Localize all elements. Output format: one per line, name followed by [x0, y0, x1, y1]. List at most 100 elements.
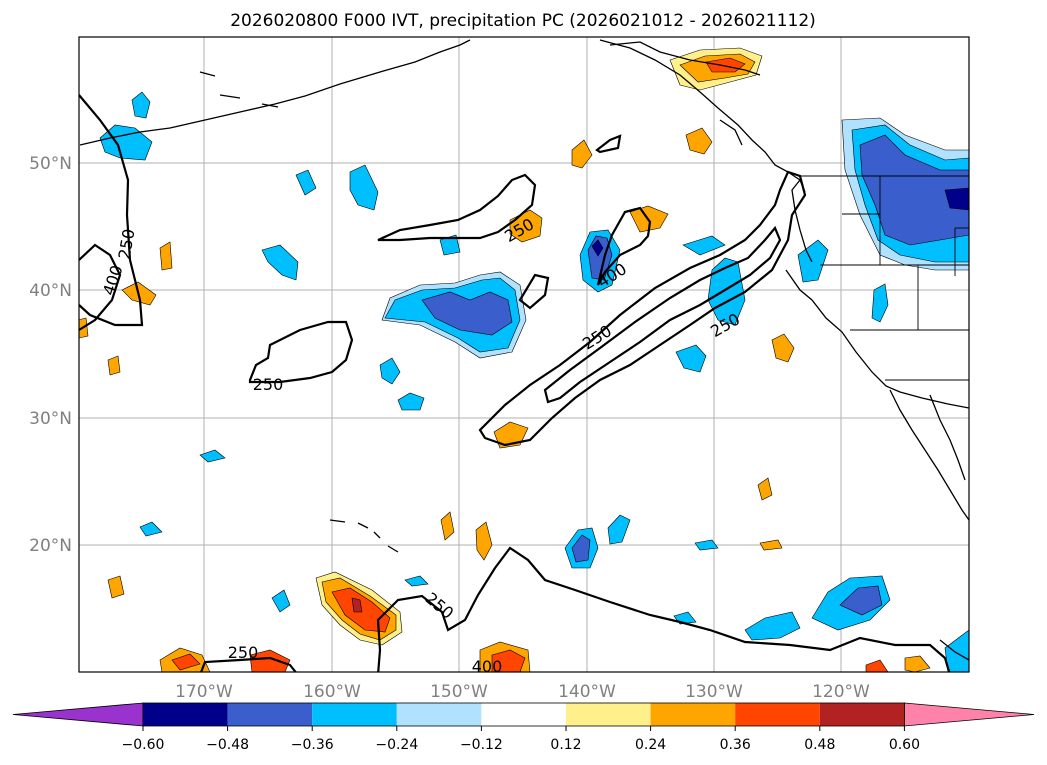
- precip-pos-3: [571, 139, 593, 169]
- precip-blob-south-7: [404, 575, 429, 587]
- coastline-haida: [719, 119, 743, 146]
- precip-pos-9: [475, 521, 493, 561]
- coastline-islands-west: [199, 71, 279, 108]
- lon-label-130w: 130°W: [685, 682, 743, 702]
- precip-pos-11: [757, 477, 773, 501]
- ivt-contour-south-left: [199, 656, 298, 672]
- precip-blob-west-10: [199, 449, 226, 463]
- contour-label: 250: [228, 643, 259, 662]
- colorbar-tick-label: 0.48: [804, 737, 835, 753]
- colorbar-frame: [142, 702, 905, 727]
- lon-label-140w: 140°W: [558, 682, 616, 702]
- precip-blob-west-3: [261, 244, 299, 281]
- ivt-contour-ar-400: [543, 225, 782, 404]
- precip-blob-coast-1: [707, 257, 746, 326]
- coastline-mexico: [929, 394, 966, 481]
- precip-pos-13: [159, 241, 173, 271]
- precip-blob-coast-4: [675, 344, 707, 373]
- precip-blob-south-4: [744, 611, 801, 641]
- coastline-bc-washington: [791, 179, 813, 263]
- precip-blob-west-8: [397, 392, 425, 411]
- lon-label-170w: 170°W: [175, 682, 233, 702]
- colorbar-tick-label: 0.24: [635, 737, 666, 753]
- map-frame: [78, 36, 970, 673]
- colorbar-segment: [735, 703, 820, 726]
- lon-label-120w: 120°W: [812, 682, 870, 702]
- colorbar-segment: [396, 703, 482, 726]
- precip-blob-ne-dark: [859, 134, 969, 246]
- precip-blob-south-6: [271, 589, 291, 613]
- ivt-contour-west-250: [79, 94, 144, 327]
- precip-blob-ne-navy: [944, 187, 969, 211]
- colorbar-segment: [312, 703, 397, 726]
- precip-blob-south-2: [607, 514, 631, 545]
- precip-blob-140w-navy: [591, 239, 604, 257]
- colorbar-segment: [481, 703, 566, 726]
- coastline-baja: [889, 389, 969, 521]
- colorbar-tick-label: −0.24: [375, 737, 418, 753]
- ivt-contour-small-box: [518, 273, 550, 310]
- precip-blob-west-9: [139, 521, 163, 537]
- precip-pos-5: [771, 333, 795, 363]
- precip-pos-12: [759, 539, 783, 551]
- contour-label: 400: [472, 657, 503, 676]
- colorbar-segment: [227, 703, 313, 726]
- coastline-aleutians: [79, 39, 471, 146]
- precip-blob-west-7: [379, 357, 401, 385]
- precip-blob-coast-3: [871, 283, 889, 323]
- coastline-southeast-ak: [609, 41, 761, 76]
- precip-blob-south-1-dark: [571, 534, 591, 563]
- lon-label-160w: 160°W: [303, 682, 361, 702]
- precip-pos-south-left2: [249, 649, 291, 672]
- colorbar-segment: [143, 703, 228, 726]
- precip-blob-central-blue-dark: [421, 291, 513, 336]
- precip-blob-west-5: [295, 169, 317, 196]
- ivt-contour-loop-250: [248, 320, 354, 384]
- precip-pos-south-left-red: [171, 653, 201, 671]
- ivt-contour-west-400: [79, 243, 122, 331]
- precip-blob-west-2: [131, 91, 151, 119]
- colorbar-tick-label: −0.36: [291, 737, 334, 753]
- coastline-hawaii: [329, 519, 399, 553]
- ivt-contour-mid-250: [596, 206, 652, 286]
- colorbar-extend-min: [12, 702, 144, 727]
- ivt-contours: [79, 94, 951, 672]
- precip-pos-4: [685, 127, 713, 155]
- coastlines: [79, 39, 969, 661]
- precip-blob-west-6: [439, 234, 461, 256]
- lat-label-20n: 20°N: [29, 536, 72, 556]
- map-title: 2026020800 F000 IVT, precipitation PC (2…: [230, 11, 816, 31]
- precip-pos-10: [440, 511, 455, 541]
- colorbar-tick-label: −0.48: [206, 737, 249, 753]
- precip-pos-8: [107, 355, 121, 376]
- colorbar: −0.60 −0.48 −0.36 −0.24 −0.12 0.12 0.24 0.36 0.4…: [12, 702, 1035, 753]
- colorbar-tick-label: 0.36: [720, 737, 751, 753]
- contour-label: 250: [253, 375, 284, 394]
- gridlines: [79, 37, 969, 672]
- map-background: [79, 37, 969, 672]
- precip-pos-south-mid-red: [491, 649, 526, 672]
- ivt-contour-nw-250: [377, 173, 537, 242]
- precip-pos-south-big-dark: [351, 597, 363, 613]
- lat-label-30n: 30°N: [29, 409, 72, 429]
- colorbar-segment: [566, 703, 651, 726]
- map-panel[interactable]: 250 400 250 250 400 250 250 250 400 250: [78, 36, 970, 676]
- colorbar-segment: [819, 703, 905, 726]
- lat-label-50n: 50°N: [29, 154, 72, 174]
- precip-blob-west-1: [99, 124, 153, 161]
- colorbar-segment: [650, 703, 736, 726]
- precip-pos-15: [107, 575, 125, 599]
- political-borders: [800, 175, 969, 381]
- coastline-california: [785, 269, 969, 409]
- precip-pos-south-right2: [904, 655, 931, 672]
- ivt-contour-ar-250: [478, 170, 807, 447]
- precip-blob-south-9: [694, 539, 719, 551]
- precip-blob-west-4: [349, 164, 379, 211]
- colorbar-tick-label: 0.12: [550, 737, 581, 753]
- ivt-contour-top-250: [595, 134, 622, 154]
- precip-blob-south-3-dark: [839, 585, 883, 616]
- colorbar-tick-label: −0.60: [122, 737, 165, 753]
- colorbar-tick-label: 0.60: [889, 737, 920, 753]
- precip-blob-coast-5: [682, 235, 726, 256]
